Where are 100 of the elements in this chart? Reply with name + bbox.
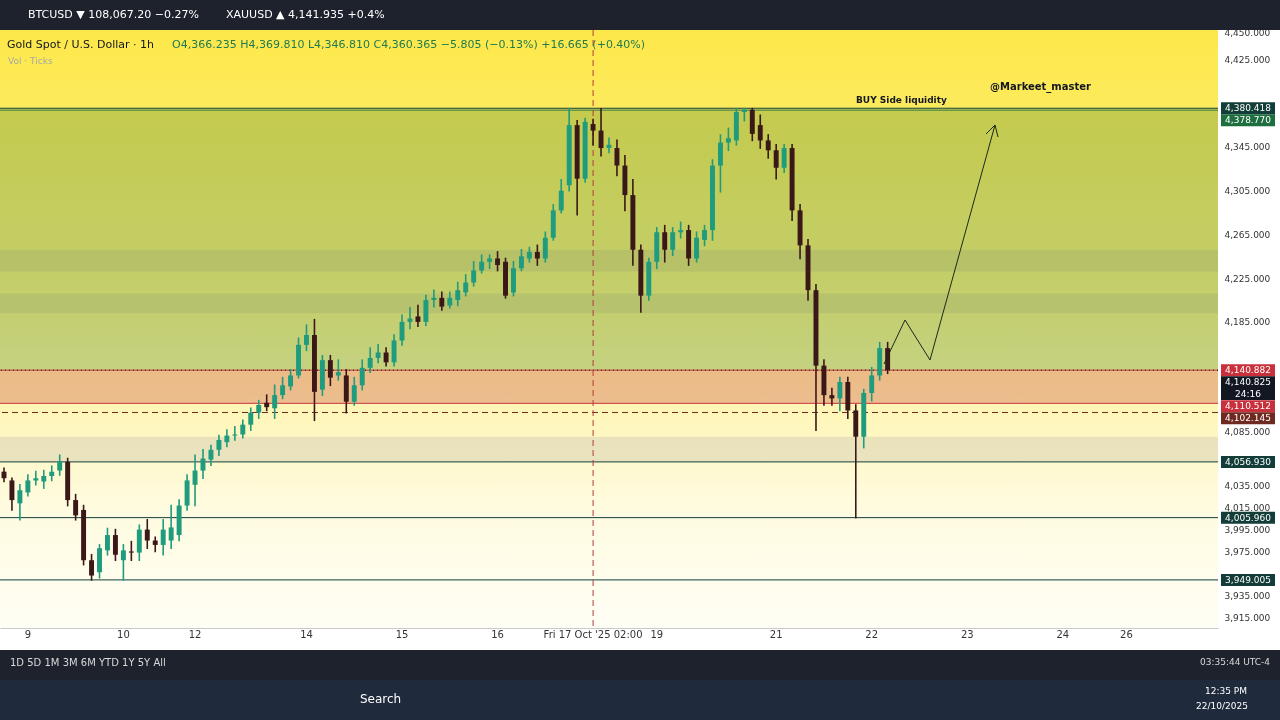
candlestick [455, 281, 461, 307]
y-tick-label: 3,915.000 [1224, 612, 1271, 623]
ref-line-label: 4,380.418 [1225, 103, 1272, 114]
candlestick [41, 469, 47, 489]
candlestick [359, 359, 365, 391]
candlestick [216, 434, 222, 457]
candlestick [272, 384, 278, 419]
text: 03:35:44 UTC-4 [1200, 657, 1271, 667]
candlestick [128, 540, 134, 562]
y-tick-label: 3,995.000 [1224, 525, 1271, 536]
y-tick-label: 4,450.000 [1224, 27, 1271, 38]
candlestick [431, 289, 437, 308]
candlestick [160, 518, 166, 556]
ref-line-label: 4,140.825 [1225, 377, 1271, 388]
x-tick-label: 10 [117, 628, 130, 640]
y-tick-label: 4,345.000 [1224, 142, 1271, 153]
x-tick-label: 22 [865, 628, 879, 640]
candlestick [391, 334, 397, 367]
candlestick [49, 465, 55, 482]
candlestick [136, 524, 142, 562]
annotation: Vol · Ticks [8, 56, 53, 66]
candlestick [120, 544, 126, 581]
ref-line-label: 4,378.770 [1225, 115, 1272, 126]
text: XAUUSD ▲ 4,141.935 +0.4% [226, 8, 385, 21]
text: O4,366.235 H4,369.810 L4,346.810 C4,360.365 −5.805 (−0.13%) +16.665 (+0.40%) [172, 38, 646, 51]
candlestick [375, 344, 381, 364]
candlestick [208, 444, 214, 466]
x-tick-label: 14 [300, 628, 313, 640]
candlestick [89, 553, 95, 581]
candlestick [415, 304, 421, 328]
text: Search [360, 692, 402, 706]
x-tick-label: 12 [188, 628, 202, 640]
candlestick [471, 260, 477, 287]
candlestick [168, 504, 174, 549]
x-tick-label: 21 [769, 628, 783, 640]
y-tick-label: 4,015.000 [1224, 503, 1271, 514]
x-tick-label: 16 [491, 628, 504, 640]
candlestick [327, 354, 333, 387]
candlestick [248, 407, 254, 431]
y-tick-label: 4,265.000 [1224, 229, 1271, 240]
candlestick [542, 231, 548, 263]
candlestick [765, 134, 771, 159]
candlestick [423, 294, 429, 326]
candlestick [351, 376, 357, 406]
candlestick [702, 224, 707, 247]
annotation: BUY Side liquidity [856, 95, 947, 105]
candlestick [725, 127, 731, 152]
ref-line-label: 4,102.145 [1225, 413, 1271, 424]
ref-line-label: 4,056.930 [1225, 456, 1272, 467]
candlestick [232, 426, 238, 441]
text: 1D 5D 1M 3M 6M YTD 1Y 5Y All [10, 657, 166, 668]
candlestick [9, 477, 15, 511]
ref-line-label: 4,110.512 [1225, 401, 1271, 412]
y-tick-label: 4,185.000 [1224, 317, 1271, 328]
candlestick [558, 178, 564, 214]
candlestick [304, 324, 309, 352]
candlestick [590, 118, 596, 146]
candlestick [224, 429, 230, 448]
text: 12:35 PM [1205, 686, 1247, 696]
candlestick [280, 376, 286, 400]
candlestick [105, 527, 110, 556]
candlestick [837, 376, 843, 412]
x-tick-label: 24 [1056, 628, 1070, 640]
candlestick [773, 143, 779, 180]
x-tick-label: 26 [1120, 628, 1133, 640]
y-tick-label: 4,035.000 [1224, 481, 1271, 492]
ref-line-label: 3,949.005 [1225, 574, 1271, 585]
candlestick [614, 139, 620, 177]
candlestick [192, 454, 198, 507]
ref-line-label: 4,005.960 [1225, 512, 1272, 523]
candlestick [112, 528, 118, 562]
x-tick-label: 9 [24, 628, 32, 640]
candlestick [144, 518, 150, 549]
y-tick-label: 3,935.000 [1224, 590, 1271, 601]
x-tick-label: 19 [650, 628, 664, 640]
y-tick-label: 4,225.000 [1224, 273, 1271, 284]
text: 22/10/2025 [1196, 701, 1248, 711]
candlestick [781, 143, 787, 173]
candlestick [152, 536, 158, 553]
text: 24:16 [1221, 388, 1275, 400]
candlestick [495, 251, 501, 272]
y-tick-label: 4,305.000 [1224, 186, 1271, 197]
candlestick [598, 107, 604, 157]
x-tick-label: 15 [395, 628, 409, 640]
candlestick [869, 367, 875, 402]
candlestick [717, 134, 723, 193]
candlestick [335, 359, 341, 381]
candlestick [57, 454, 63, 476]
candlestick [670, 227, 676, 257]
candlestick [694, 231, 700, 263]
annotation: @Markeet_master [990, 81, 1091, 92]
candlestick [518, 248, 524, 272]
ref-line-label: 4,140.882 [1225, 365, 1271, 376]
y-tick-label: 4,085.000 [1224, 426, 1271, 437]
candlestick [288, 369, 294, 391]
candlestick [534, 244, 540, 266]
candlestick [757, 114, 763, 149]
x-tick-label: Fri 17 Oct '25 02:00 [543, 628, 643, 640]
candlestick [33, 470, 39, 486]
candlestick [367, 347, 373, 373]
